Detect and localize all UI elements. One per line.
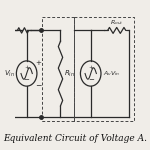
Text: −: − <box>88 77 94 83</box>
Text: Equivalent Circuit of Voltage A.: Equivalent Circuit of Voltage A. <box>3 134 147 143</box>
Text: $V_{in}$: $V_{in}$ <box>4 68 15 79</box>
Text: +: + <box>88 65 93 70</box>
Text: +: + <box>24 65 29 70</box>
Text: −: − <box>35 81 41 90</box>
Text: $A_v V_{in}$: $A_v V_{in}$ <box>103 69 120 78</box>
Text: $R_{in}$: $R_{in}$ <box>64 68 75 79</box>
Text: +: + <box>35 60 41 66</box>
Text: −: − <box>24 77 30 83</box>
Text: $R_{out}$: $R_{out}$ <box>110 18 123 27</box>
